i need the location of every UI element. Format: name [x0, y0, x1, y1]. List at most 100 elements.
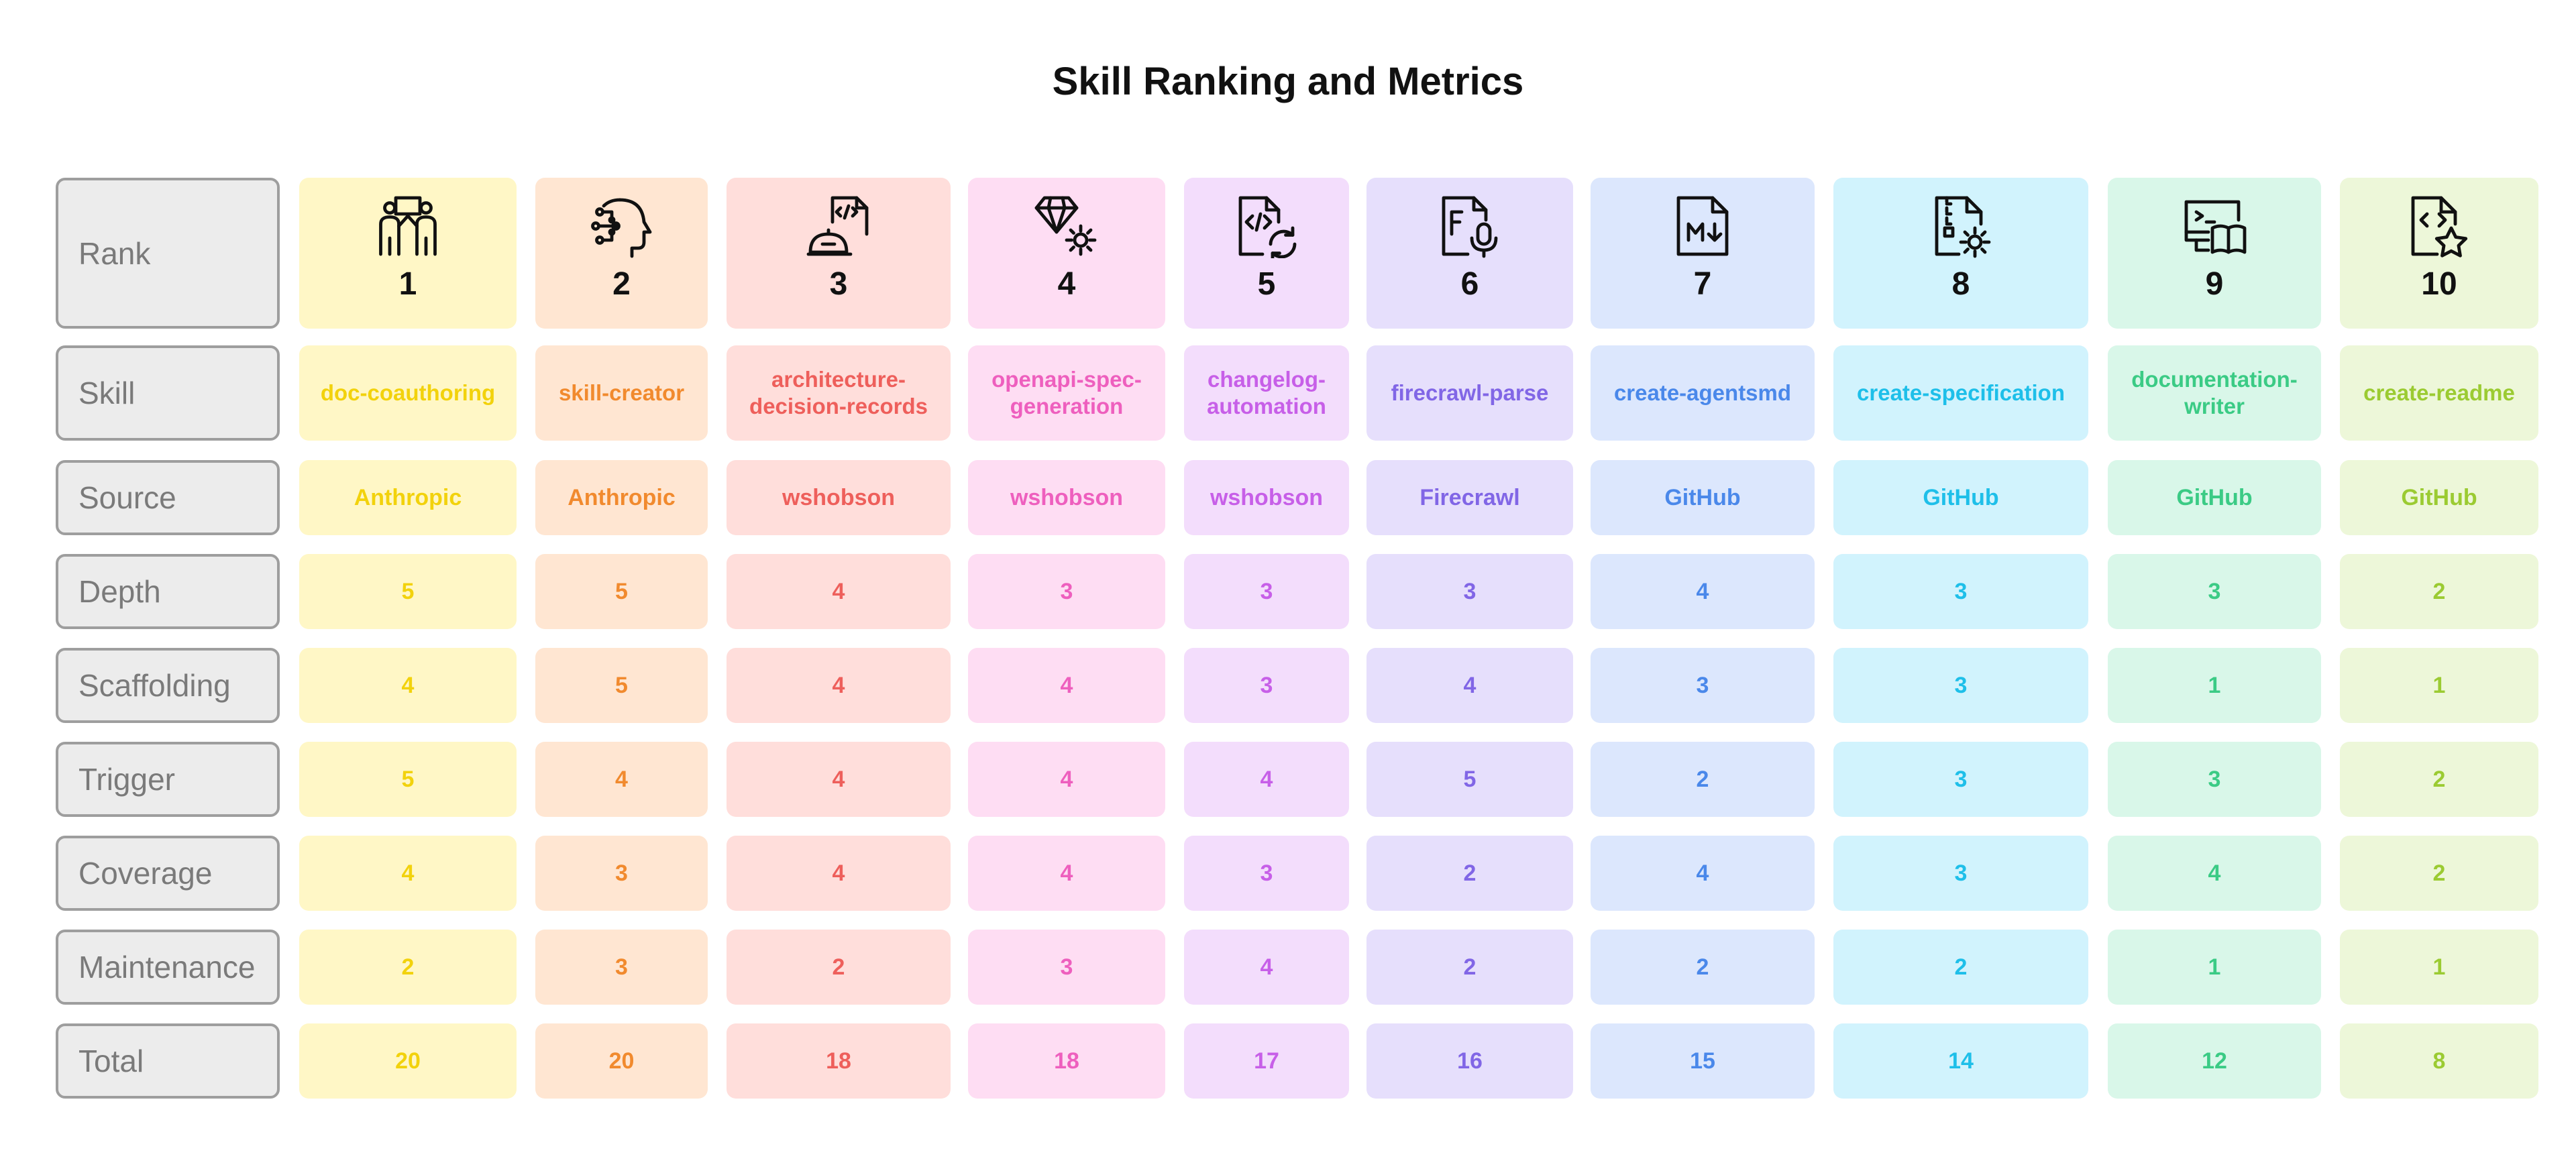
scaffolding-cell: 4: [299, 648, 517, 723]
skill-cell: doc-coauthoring: [299, 345, 517, 441]
maintenance-cell: 2: [1366, 930, 1573, 1005]
row-label-rank: Rank: [56, 178, 280, 329]
depth-cell: 3: [1184, 554, 1349, 629]
source-cell: GitHub: [2108, 460, 2321, 535]
rank-number: 3: [829, 266, 848, 302]
trigger-cell: 3: [2108, 742, 2321, 817]
rank-number: 8: [1951, 266, 1970, 302]
scaffolding-cell: 4: [968, 648, 1165, 723]
maintenance-cell: 3: [535, 930, 708, 1005]
coverage-cell: 4: [2108, 836, 2321, 911]
skill-cell: documentation-writer: [2108, 345, 2321, 441]
maintenance-cell: 2: [299, 930, 517, 1005]
coverage-cell: 3: [1833, 836, 2088, 911]
source-cell: wshobson: [1184, 460, 1349, 535]
total-cell: 18: [727, 1023, 951, 1099]
rank-cell: 5: [1184, 178, 1349, 329]
coverage-cell: 4: [1591, 836, 1815, 911]
source-cell: GitHub: [1833, 460, 2088, 535]
skill-cell: create-readme: [2340, 345, 2538, 441]
source-cell: wshobson: [968, 460, 1165, 535]
total-cell: 20: [535, 1023, 708, 1099]
source-cell: wshobson: [727, 460, 951, 535]
rank-number: 2: [612, 266, 631, 302]
depth-cell: 3: [2108, 554, 2321, 629]
row-label-maintenance: Maintenance: [56, 930, 280, 1005]
maintenance-cell: 1: [2108, 930, 2321, 1005]
total-cell: 16: [1366, 1023, 1573, 1099]
trigger-cell: 5: [299, 742, 517, 817]
rank-number: 7: [1693, 266, 1712, 302]
trigger-cell: 4: [535, 742, 708, 817]
trigger-cell: 4: [1184, 742, 1349, 817]
total-cell: 12: [2108, 1023, 2321, 1099]
maintenance-cell: 2: [1833, 930, 2088, 1005]
total-cell: 17: [1184, 1023, 1349, 1099]
coverage-cell: 3: [1184, 836, 1349, 911]
depth-cell: 5: [299, 554, 517, 629]
trigger-cell: 2: [2340, 742, 2538, 817]
rank-cell: 3: [727, 178, 951, 329]
code-sync-icon: [1234, 194, 1299, 258]
skill-cell: create-specification: [1833, 345, 2088, 441]
monitor-book-icon: [2182, 194, 2247, 258]
depth-cell: 3: [1833, 554, 2088, 629]
rank-number: 1: [398, 266, 417, 302]
coverage-cell: 2: [1366, 836, 1573, 911]
row-label-coverage: Coverage: [56, 836, 280, 911]
rank-cell: 8: [1833, 178, 2088, 329]
gem-gear-icon: [1034, 194, 1099, 258]
trigger-cell: 5: [1366, 742, 1573, 817]
rank-number: 5: [1257, 266, 1276, 302]
source-cell: GitHub: [1591, 460, 1815, 535]
trigger-cell: 2: [1591, 742, 1815, 817]
depth-cell: 3: [1366, 554, 1573, 629]
presentation-people-icon: [376, 194, 440, 258]
skill-cell: skill-creator: [535, 345, 708, 441]
maintenance-cell: 3: [968, 930, 1165, 1005]
maintenance-cell: 4: [1184, 930, 1349, 1005]
skill-cell: changelog-automation: [1184, 345, 1349, 441]
rank-number: 6: [1460, 266, 1479, 302]
source-cell: Firecrawl: [1366, 460, 1573, 535]
scaffolding-cell: 4: [1366, 648, 1573, 723]
skill-cell: firecrawl-parse: [1366, 345, 1573, 441]
maintenance-cell: 1: [2340, 930, 2538, 1005]
ai-head-icon: [590, 194, 654, 258]
total-cell: 15: [1591, 1023, 1815, 1099]
source-cell: Anthropic: [299, 460, 517, 535]
depth-cell: 4: [727, 554, 951, 629]
rank-cell: 4: [968, 178, 1165, 329]
rank-cell: 1: [299, 178, 517, 329]
scaffolding-cell: 3: [1591, 648, 1815, 723]
coverage-cell: 4: [968, 836, 1165, 911]
row-label-depth: Depth: [56, 554, 280, 629]
scaffolding-cell: 1: [2108, 648, 2321, 723]
total-cell: 14: [1833, 1023, 2088, 1099]
scaffolding-cell: 1: [2340, 648, 2538, 723]
row-label-skill: Skill: [56, 345, 280, 441]
rank-number: 9: [2205, 266, 2224, 302]
rank-number: 10: [2421, 266, 2457, 302]
total-cell: 18: [968, 1023, 1165, 1099]
maintenance-cell: 2: [1591, 930, 1815, 1005]
scaffolding-cell: 4: [727, 648, 951, 723]
chart-title: Skill Ranking and Metrics: [1052, 60, 1524, 103]
trigger-cell: 4: [727, 742, 951, 817]
row-label-trigger: Trigger: [56, 742, 280, 817]
maintenance-cell: 2: [727, 930, 951, 1005]
coverage-cell: 2: [2340, 836, 2538, 911]
depth-cell: 4: [1591, 554, 1815, 629]
depth-cell: 3: [968, 554, 1165, 629]
skill-cell: openapi-spec-generation: [968, 345, 1165, 441]
scaffolding-cell: 3: [1184, 648, 1349, 723]
file-microphone-icon: [1438, 194, 1502, 258]
scaffolding-cell: 3: [1833, 648, 2088, 723]
rank-number: 4: [1057, 266, 1076, 302]
rank-cell: 6: [1366, 178, 1573, 329]
rank-cell: 10: [2340, 178, 2538, 329]
skill-cell: architecture-decision-records: [727, 345, 951, 441]
row-label-total: Total: [56, 1023, 280, 1099]
trigger-cell: 3: [1833, 742, 2088, 817]
depth-cell: 5: [535, 554, 708, 629]
